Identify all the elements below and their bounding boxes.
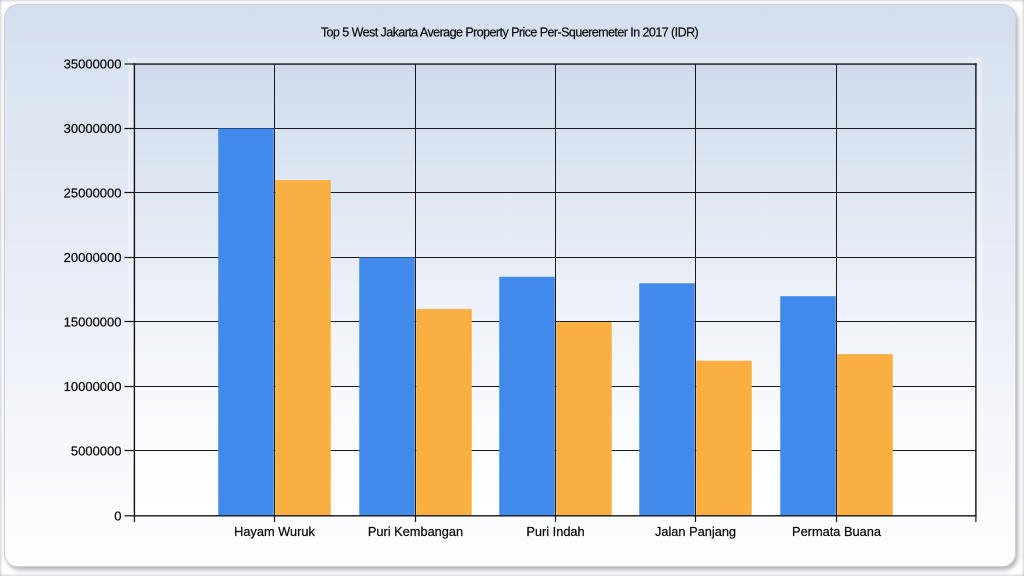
svg-text:35000000: 35000000 [64,57,122,72]
svg-text:Puri Indah: Puri Indah [526,524,584,539]
svg-text:Permata Buana: Permata Buana [792,524,882,539]
svg-text:Jalan Panjang: Jalan Panjang [655,524,736,539]
svg-text:15000000: 15000000 [64,315,122,330]
svg-text:5000000: 5000000 [71,444,122,459]
svg-text:Puri Kembangan: Puri Kembangan [368,524,463,539]
svg-text:0: 0 [114,508,121,523]
svg-text:10000000: 10000000 [64,379,122,394]
svg-text:Hayam Wuruk: Hayam Wuruk [234,524,315,539]
svg-text:30000000: 30000000 [64,121,122,136]
svg-text:20000000: 20000000 [64,250,122,265]
svg-text:Top 5 West Jakarta Average Pro: Top 5 West Jakarta Average Property Pric… [321,25,699,39]
svg-text:25000000: 25000000 [64,186,122,201]
